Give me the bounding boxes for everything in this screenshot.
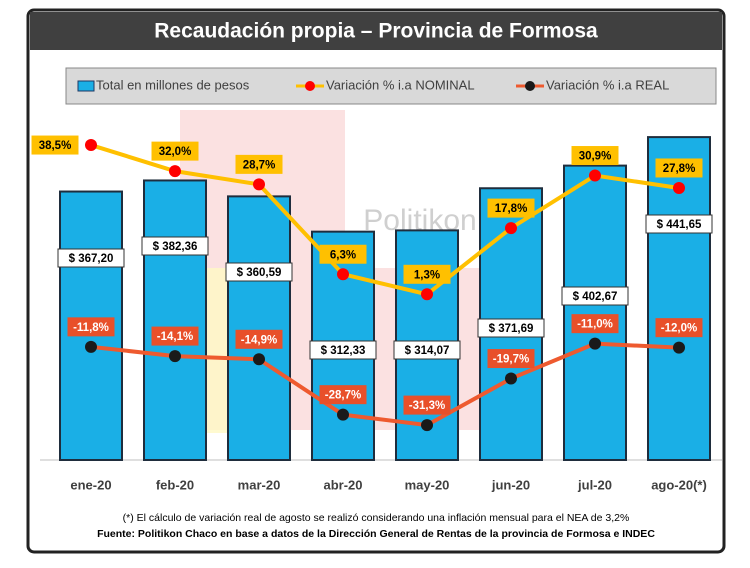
data-label: $ 314,07	[405, 345, 450, 357]
marker	[85, 340, 97, 353]
data-label: 17,8%	[495, 203, 528, 215]
bar	[143, 179, 207, 461]
marker	[169, 165, 181, 178]
x-tick-label: abr-20	[323, 477, 362, 492]
marker	[337, 408, 349, 421]
data-label: -12,0%	[661, 323, 697, 335]
footnote: (*) El cálculo de variación real de agos…	[123, 512, 630, 524]
data-label-box	[225, 262, 293, 282]
data-label: $ 402,67	[573, 291, 618, 303]
data-label-box	[151, 326, 199, 346]
x-tick-label: ene-20	[70, 477, 111, 492]
data-label: -28,7%	[325, 390, 361, 402]
data-label-box	[57, 248, 125, 268]
data-label: -19,7%	[493, 354, 529, 366]
data-label: $ 360,59	[237, 267, 282, 279]
source: Fuente: Politikon Chaco en base a datos …	[97, 528, 655, 540]
data-label-box	[235, 154, 283, 174]
x-tick-label: may-20	[405, 477, 450, 492]
data-label: 32,0%	[159, 146, 192, 158]
legend-label: Variación % i.a REAL	[546, 77, 669, 92]
x-tick-label: mar-20	[238, 477, 281, 492]
data-label: -11,8%	[73, 322, 109, 334]
data-label: $ 382,36	[153, 241, 198, 253]
title-bar	[30, 12, 722, 50]
data-label-box	[571, 314, 619, 334]
data-label-box	[393, 340, 461, 360]
legend-label: Total en millones de pesos	[96, 77, 250, 92]
data-label-box	[235, 329, 283, 349]
marker	[589, 337, 601, 350]
data-label-box	[67, 317, 115, 337]
data-label-box	[477, 318, 545, 338]
data-label-box	[31, 135, 79, 155]
data-label: -14,9%	[241, 334, 277, 346]
data-label-box	[319, 385, 367, 405]
marker	[421, 288, 433, 301]
x-tick-label: feb-20	[156, 477, 194, 492]
bar	[227, 195, 291, 461]
marker	[421, 419, 433, 432]
line	[90, 341, 680, 428]
marker	[673, 181, 685, 194]
marker	[589, 169, 601, 182]
marker	[85, 139, 97, 152]
marker	[505, 222, 517, 235]
x-tick-label: ago-20(*)	[651, 477, 707, 492]
data-label: $ 371,69	[489, 323, 534, 335]
data-label: $ 441,65	[657, 219, 702, 231]
marker	[337, 268, 349, 281]
bar	[563, 164, 627, 461]
data-label-box	[403, 395, 451, 415]
marker	[253, 178, 265, 191]
data-label: 28,7%	[243, 159, 276, 171]
data-label-box	[141, 236, 209, 256]
data-label: $ 312,33	[321, 345, 366, 357]
data-label: -11,0%	[577, 319, 613, 331]
data-label: 1,3%	[414, 269, 440, 281]
data-label: 27,8%	[663, 163, 696, 175]
data-label-box	[655, 158, 703, 178]
chart-title: Recaudación propia – Provincia de Formos…	[154, 20, 598, 43]
marker	[505, 372, 517, 385]
data-label-box	[319, 244, 367, 264]
legend-marker	[305, 81, 315, 91]
x-tick-label: jun-20	[491, 477, 530, 492]
data-label-box	[561, 286, 629, 306]
marker	[253, 353, 265, 366]
data-label: $ 367,20	[69, 253, 114, 265]
data-label-box	[571, 146, 619, 166]
legend	[65, 67, 717, 105]
data-label: 30,9%	[579, 151, 612, 163]
data-label-box	[487, 198, 535, 218]
data-label-box	[487, 349, 535, 369]
data-label: 38,5%	[39, 140, 72, 152]
data-label: -31,3%	[409, 400, 445, 412]
marker	[673, 341, 685, 354]
line	[90, 143, 680, 297]
data-label-box	[645, 214, 713, 234]
data-label: -14,1%	[157, 331, 193, 343]
data-label-box	[151, 141, 199, 161]
data-label-box	[403, 264, 451, 284]
legend-swatch	[77, 80, 95, 92]
data-label-box	[309, 340, 377, 360]
data-label-box	[655, 318, 703, 338]
legend-marker	[525, 81, 535, 91]
data-label: 6,3%	[330, 249, 356, 261]
marker	[169, 350, 181, 363]
legend-label: Variación % i.a NOMINAL	[326, 77, 475, 92]
x-tick-label: jul-20	[577, 477, 612, 492]
